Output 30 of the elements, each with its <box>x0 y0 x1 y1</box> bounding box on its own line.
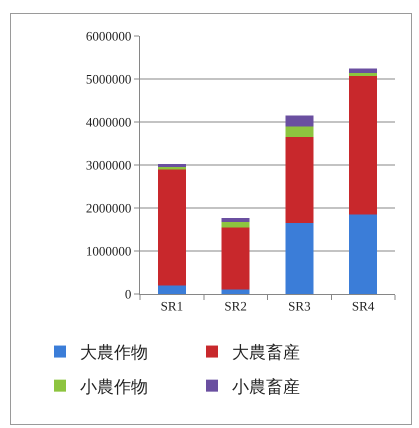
bar <box>222 290 250 294</box>
x-tick-label: SR4 <box>352 298 375 314</box>
bar <box>285 116 314 126</box>
bar <box>158 169 186 286</box>
bar <box>222 222 250 228</box>
bar <box>222 227 250 290</box>
legend-label: 大農畜産 <box>232 343 300 362</box>
legend-label: 小農畜産 <box>232 377 300 396</box>
bar <box>349 68 378 73</box>
y-tick-label: 0 <box>124 286 132 302</box>
y-tick-label: 4000000 <box>86 114 132 130</box>
bar <box>158 164 186 168</box>
y-tick-label: 3000000 <box>86 158 132 173</box>
legend-label: 小農作物 <box>80 377 148 396</box>
bar <box>285 137 314 224</box>
bar <box>158 285 186 294</box>
y-tick-label: 5000000 <box>86 72 132 87</box>
y-tick-label: 1000000 <box>86 244 132 259</box>
y-tick-label: 2000000 <box>86 200 132 216</box>
bar <box>349 72 378 76</box>
bar <box>349 76 378 214</box>
x-tick-label: SR3 <box>288 298 311 314</box>
legend-label: 大農作物 <box>80 343 148 362</box>
y-tick-label: 6000000 <box>86 28 132 44</box>
x-tick-label: SR1 <box>160 298 184 314</box>
bar <box>285 223 314 294</box>
bar <box>222 218 250 222</box>
bar <box>285 126 314 138</box>
x-tick-label: SR2 <box>224 298 247 314</box>
bar <box>349 214 378 294</box>
